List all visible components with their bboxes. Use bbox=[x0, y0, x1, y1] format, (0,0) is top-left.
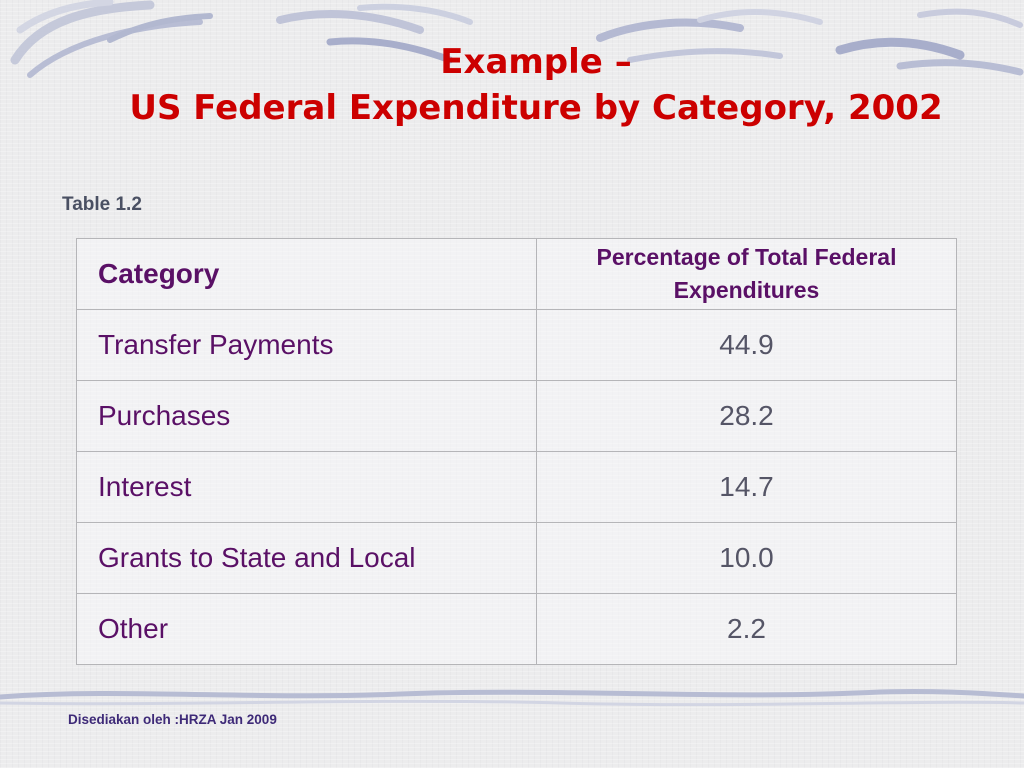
row-value: 10.0 bbox=[536, 522, 957, 594]
slide-title-line1: Example – bbox=[440, 42, 632, 82]
row-value: 44.9 bbox=[536, 309, 957, 381]
slide-title-line2: US Federal Expenditure by Category, 2002 bbox=[129, 88, 943, 128]
row-category: Transfer Payments bbox=[76, 309, 537, 381]
row-category: Other bbox=[76, 593, 537, 665]
row-category: Purchases bbox=[76, 380, 537, 452]
table-row: Interest 14.7 bbox=[76, 451, 957, 523]
row-value: 14.7 bbox=[536, 451, 957, 523]
expenditure-table: Category Percentage of Total Federal Exp… bbox=[76, 238, 957, 665]
row-value: 2.2 bbox=[536, 593, 957, 665]
header-percentage: Percentage of Total Federal Expenditures bbox=[536, 238, 957, 310]
slide-footer: Disediakan oleh :HRZA Jan 2009 bbox=[68, 712, 277, 727]
header-category: Category bbox=[76, 238, 537, 310]
row-category: Interest bbox=[76, 451, 537, 523]
table-row: Transfer Payments 44.9 bbox=[76, 309, 957, 381]
row-value: 28.2 bbox=[536, 380, 957, 452]
table-row: Other 2.2 bbox=[76, 593, 957, 665]
table-header-row: Category Percentage of Total Federal Exp… bbox=[76, 238, 957, 310]
row-category: Grants to State and Local bbox=[76, 522, 537, 594]
table-row: Purchases 28.2 bbox=[76, 380, 957, 452]
table-row: Grants to State and Local 10.0 bbox=[76, 522, 957, 594]
table-caption: Table 1.2 bbox=[62, 194, 142, 215]
